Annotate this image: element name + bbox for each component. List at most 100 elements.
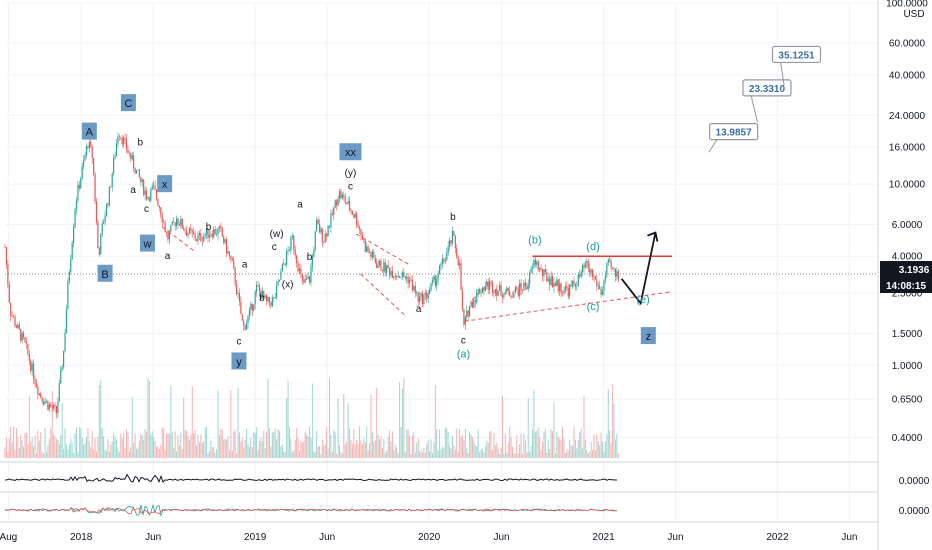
candle-body	[78, 184, 80, 189]
candle-body	[271, 297, 273, 306]
volume-bar	[194, 429, 196, 458]
volume-bar	[464, 428, 466, 458]
volume-bar	[206, 426, 208, 458]
candle-body	[30, 360, 32, 371]
candle-body	[61, 367, 63, 370]
candle-body	[513, 292, 515, 298]
volume-bar	[326, 426, 328, 458]
volume-bar	[28, 396, 30, 458]
candle-body	[253, 304, 255, 311]
candle-body	[240, 301, 242, 315]
volume-bar	[253, 432, 255, 458]
indicator2-value: 0.0000	[899, 506, 930, 517]
price-axis[interactable]: USD 100.0000 60.0000 40.0000 24.0000 16.0000…	[877, 0, 928, 550]
candle-body	[391, 271, 394, 278]
candle-body	[507, 287, 509, 292]
projection-arrowhead	[647, 231, 659, 242]
candle-body	[38, 393, 40, 395]
volume-bar	[359, 426, 361, 458]
volume-bar	[30, 441, 32, 458]
volume-bar	[503, 453, 505, 458]
candle-body	[231, 258, 233, 261]
volume-bar	[313, 450, 315, 458]
volume-bar	[496, 442, 498, 458]
volume-bar	[504, 433, 506, 458]
volume-bar	[471, 436, 473, 458]
candle-body	[261, 291, 263, 300]
candle-body	[145, 190, 148, 199]
candle-body	[18, 324, 20, 330]
candle-body	[440, 264, 442, 266]
volume-bar	[67, 449, 69, 458]
volume-bar	[437, 450, 439, 458]
candle-body	[17, 324, 19, 328]
volume-bar	[522, 453, 524, 458]
candle-body	[519, 283, 521, 296]
candle-body	[198, 233, 201, 236]
drawings	[5, 226, 878, 322]
volume-bar	[411, 435, 413, 458]
wave-label: y	[236, 356, 242, 368]
candle-body	[218, 226, 221, 229]
candle-body	[536, 261, 538, 265]
volume-bar	[574, 439, 576, 458]
candle-body	[497, 290, 499, 296]
volume-bar	[218, 435, 220, 458]
volume-bar	[286, 398, 288, 458]
wave-label-box	[157, 175, 173, 193]
price-tick-label: 0.6500	[892, 395, 923, 406]
time-tick-label: 2018	[70, 532, 93, 543]
candle-body	[131, 155, 133, 160]
candle-body	[506, 287, 508, 292]
candle-body	[517, 289, 519, 296]
volume-bar	[316, 430, 318, 458]
candle-body	[55, 405, 58, 414]
volume-bar	[586, 449, 588, 458]
candle-body	[426, 292, 428, 299]
volume-bar	[463, 439, 465, 458]
volume-bar	[300, 440, 302, 458]
volume-bar	[70, 438, 72, 458]
candle-body	[453, 231, 455, 236]
volume-bar	[319, 446, 321, 458]
time-axis[interactable]: Aug 2018 Jun 2019 Jun 2020 Jun 2021 Jun 2022 Jun	[0, 521, 878, 543]
volume-bar	[509, 427, 511, 458]
volume-bar	[171, 431, 173, 458]
candle-body	[566, 286, 568, 289]
volume-bar	[533, 389, 535, 458]
volume-bar	[93, 449, 95, 458]
candle-body	[613, 268, 615, 270]
volume-bar	[20, 434, 22, 458]
candle-body	[144, 190, 146, 195]
volume-bar	[163, 428, 165, 458]
candle-body	[247, 315, 249, 324]
volume-bar	[321, 439, 323, 458]
volume-bar	[567, 450, 569, 458]
volume-bar	[512, 446, 514, 458]
candle-body	[37, 387, 39, 395]
candle-body	[486, 281, 488, 287]
candle-body	[296, 255, 298, 263]
candle-body	[311, 256, 313, 267]
candle-body	[614, 268, 617, 277]
candle-body	[559, 283, 561, 292]
candle-body	[67, 281, 69, 310]
candle-body	[225, 239, 228, 254]
volume-bar	[216, 449, 218, 458]
candle-body	[500, 285, 502, 296]
candle-body	[177, 218, 179, 225]
volume-bar	[15, 428, 17, 458]
candle-body	[318, 223, 321, 233]
indicator1-value: 0.0000	[899, 476, 930, 487]
volume-bar	[347, 403, 349, 458]
volume-bar	[576, 448, 578, 458]
volume-bar	[419, 451, 421, 458]
candle-body	[161, 215, 163, 223]
price-tick-label: 10.0000	[889, 180, 926, 191]
candle-body	[541, 268, 544, 277]
candle-body	[22, 332, 25, 338]
volume-bar	[186, 430, 188, 458]
volume-bar	[517, 453, 519, 458]
